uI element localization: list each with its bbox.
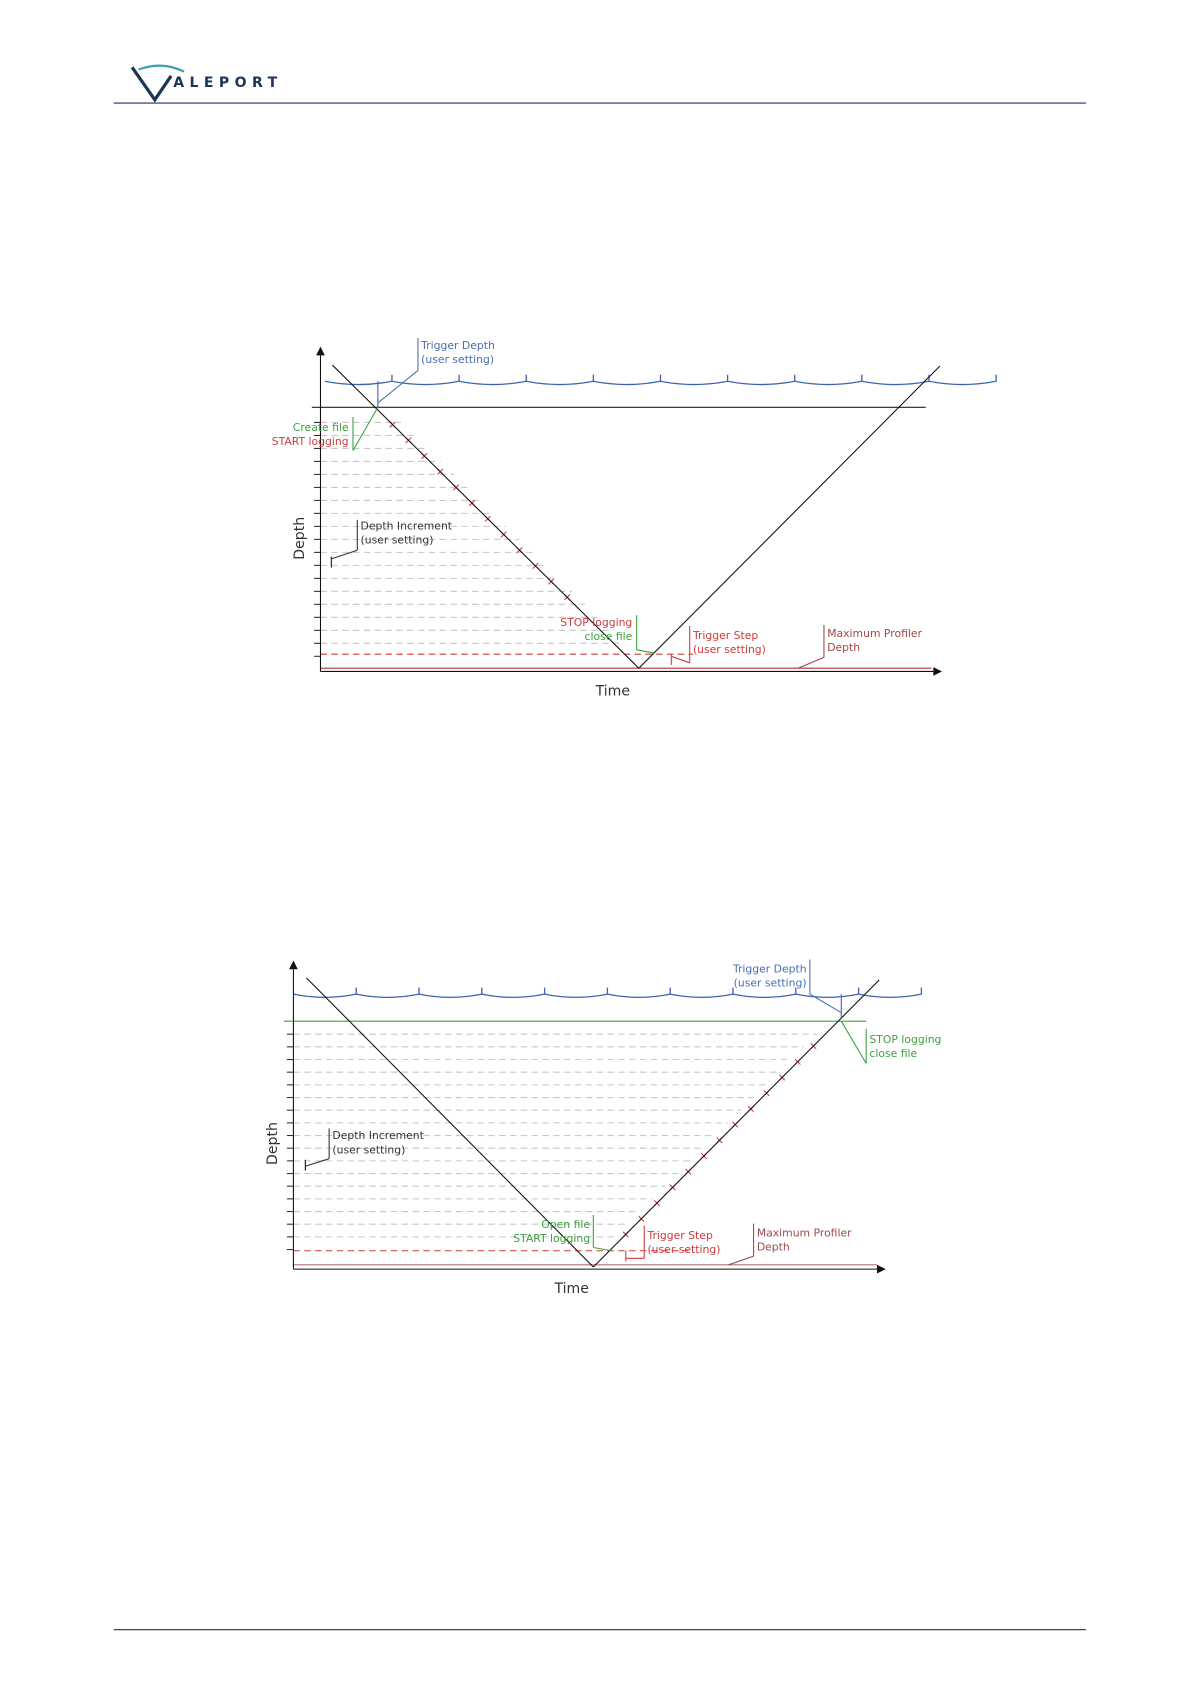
annotation: Open file — [541, 1218, 590, 1231]
arrow-head — [877, 1264, 886, 1274]
axis-title: Depth — [292, 517, 308, 560]
annotation: START logging — [513, 1232, 590, 1245]
annotation: Depth Increment — [361, 520, 453, 533]
leader-line — [377, 370, 419, 404]
annotation: (user setting) — [647, 1243, 720, 1256]
annotation: Trigger Step — [692, 629, 758, 642]
annotation: (user setting) — [421, 353, 494, 366]
annotation: (user setting) — [361, 534, 434, 547]
diagram: Trigger Depth (user setting) STOP loggingc… — [265, 959, 941, 1297]
leader-line — [728, 1255, 754, 1266]
logo-mark — [130, 66, 173, 103]
annotation: Depth — [757, 1241, 790, 1254]
annotation: Depth Increment — [332, 1129, 424, 1142]
annotation: Trigger Depth — [732, 962, 807, 975]
annotation: (user setting) — [734, 977, 807, 990]
annotation: Maximum Profiler — [757, 1227, 852, 1240]
axis-title: Time — [553, 1281, 588, 1297]
logo-wave — [138, 64, 185, 73]
leader-line — [671, 655, 690, 664]
leader-line — [809, 993, 842, 1013]
annotation: STOP logging — [560, 616, 632, 629]
axis-title: Depth — [265, 1122, 281, 1165]
leader-line — [593, 1246, 612, 1252]
annotation: Create file — [293, 421, 349, 434]
diagram: Trigger Depth(user setting)Create fileST… — [272, 337, 997, 699]
leader-line — [797, 656, 825, 669]
descent — [306, 977, 594, 1268]
arrow-head — [289, 960, 298, 970]
leader-line — [352, 407, 379, 451]
annotation: START logging — [272, 435, 349, 448]
leader-line — [305, 1158, 330, 1167]
ascent — [638, 365, 941, 669]
annotation: Trigger Step — [646, 1229, 712, 1242]
annotation: close file — [869, 1047, 917, 1060]
water-surface — [324, 374, 997, 386]
annotation: (user setting) — [693, 643, 766, 656]
header: ALEPORT — [113, 64, 1086, 104]
water-surface — [293, 987, 923, 999]
annotation: (user setting) — [332, 1143, 405, 1156]
logo: ALEPORT — [173, 75, 282, 91]
annotation: Depth — [827, 641, 860, 654]
leader-line — [331, 549, 358, 560]
axis-title: Time — [595, 683, 630, 699]
arrow-head — [316, 346, 325, 356]
annotation: close file — [585, 630, 633, 643]
leader-line — [636, 649, 655, 654]
leader-line — [840, 1020, 867, 1064]
annotation: STOP logging — [869, 1033, 941, 1046]
arrow-head — [933, 667, 942, 676]
annotation: Maximum Profiler — [827, 627, 922, 640]
descent — [332, 364, 640, 669]
annotation: Trigger Depth — [420, 339, 495, 352]
ascent — [592, 979, 880, 1268]
